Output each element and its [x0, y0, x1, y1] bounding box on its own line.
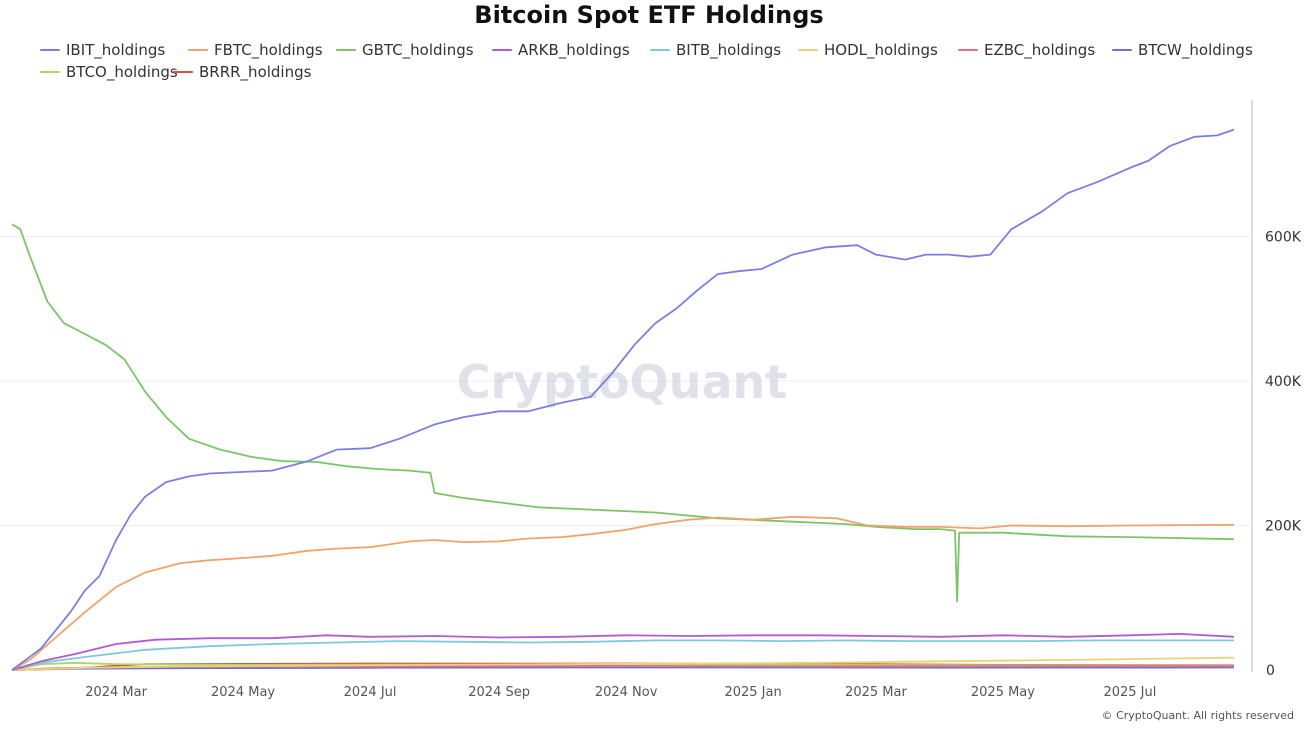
- legend-item-btcw-holdings[interactable]: BTCW_holdings: [1112, 40, 1253, 60]
- legend-item-ibit-holdings[interactable]: IBIT_holdings: [40, 40, 165, 60]
- legend-label: EZBC_holdings: [984, 41, 1096, 59]
- legend-swatch: [40, 71, 60, 73]
- legend-item-brrr-holdings[interactable]: BRRR_holdings: [173, 62, 311, 82]
- series-line-ibit-holdings[interactable]: [11, 128, 1235, 671]
- series-line-arkb-holdings[interactable]: [11, 633, 1235, 671]
- x-tick-label: 2025 May: [971, 685, 1035, 700]
- series-line-btcw-holdings[interactable]: [11, 666, 1235, 671]
- legend-swatch: [492, 49, 512, 51]
- series-line-fbtc-holdings[interactable]: [11, 515, 1235, 671]
- legend-label: ARKB_holdings: [518, 41, 630, 59]
- legend-swatch: [173, 71, 193, 73]
- legend-label: IBIT_holdings: [66, 41, 166, 59]
- copyright-text: © CryptoQuant. All rights reserved: [1101, 709, 1294, 722]
- legend-swatch: [958, 49, 978, 51]
- legend-swatch: [188, 49, 208, 51]
- legend-item-fbtc-holdings[interactable]: FBTC_holdings: [188, 40, 323, 60]
- legend-label: GBTC_holdings: [362, 41, 474, 59]
- y-tick-label: 200K: [1265, 519, 1302, 535]
- x-tick-label: 2024 Nov: [595, 685, 658, 700]
- legend-item-ezbc-holdings[interactable]: EZBC_holdings: [958, 40, 1095, 60]
- y-tick-label: 0: [1266, 663, 1275, 679]
- legend-swatch: [650, 49, 670, 51]
- legend-item-btco-holdings[interactable]: BTCO_holdings: [40, 62, 178, 82]
- y-axis: 0 200K 400K 600K: [1265, 230, 1302, 680]
- legend-item-gbtc-holdings[interactable]: GBTC_holdings: [336, 40, 474, 60]
- x-tick-label: 2025 Jul: [1103, 685, 1156, 700]
- x-tick-label: 2024 Sep: [468, 685, 530, 700]
- legend-label: BITB_holdings: [676, 41, 782, 59]
- legend-swatch: [798, 49, 818, 51]
- legend-swatch: [336, 49, 356, 51]
- legend-item-bitb-holdings[interactable]: BITB_holdings: [650, 40, 781, 60]
- legend-label: BTCO_holdings: [66, 63, 178, 81]
- x-tick-label: 2024 Jul: [344, 685, 397, 700]
- x-axis: 2024 Mar 2024 May 2024 Jul 2024 Sep 2024 Nov…: [85, 685, 1156, 700]
- series-line-bitb-holdings[interactable]: [11, 639, 1234, 671]
- legend-item-hodl-holdings[interactable]: HODL_holdings: [798, 40, 938, 60]
- y-tick-label: 600K: [1265, 230, 1302, 246]
- legend-label: BTCW_holdings: [1138, 41, 1253, 59]
- legend-label: HODL_holdings: [824, 41, 938, 59]
- series-line-gbtc-holdings[interactable]: [11, 223, 1235, 603]
- x-tick-label: 2024 Mar: [85, 685, 147, 700]
- legend-label: FBTC_holdings: [214, 41, 323, 59]
- legend-label: BRRR_holdings: [199, 63, 312, 81]
- watermark: CryptoQuant: [457, 355, 788, 409]
- series-line-hodl-holdings[interactable]: [11, 656, 1235, 671]
- legend-swatch: [40, 49, 60, 51]
- legend-item-arkb-holdings[interactable]: ARKB_holdings: [492, 40, 630, 60]
- chart-title: Bitcoin Spot ETF Holdings: [474, 1, 824, 29]
- y-tick-label: 400K: [1265, 374, 1302, 390]
- x-tick-label: 2025 Mar: [845, 685, 907, 700]
- x-tick-label: 2025 Jan: [724, 685, 781, 700]
- x-tick-label: 2024 May: [211, 685, 275, 700]
- series-layer: [11, 128, 1235, 671]
- legend-swatch: [1112, 49, 1132, 51]
